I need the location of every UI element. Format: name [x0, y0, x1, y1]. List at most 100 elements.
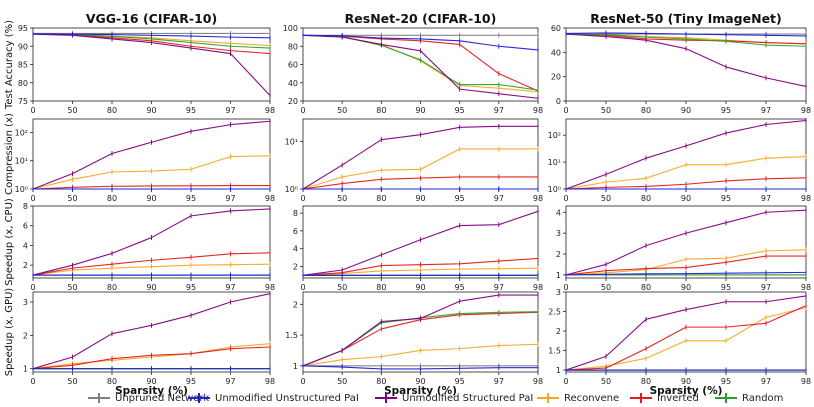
- y-tick-label: 2: [556, 327, 561, 336]
- panel-2-2: 0 50 80 90 95 97 98 1 2 3 4: [556, 205, 811, 292]
- x-tick-label: 50: [337, 283, 347, 292]
- x-tick-label: 95: [455, 377, 465, 386]
- x-tick-label: 80: [107, 377, 117, 386]
- x-tick-label: 90: [681, 194, 691, 203]
- x-tick-label: 0: [563, 194, 568, 203]
- x-tick-label: 50: [337, 194, 347, 203]
- x-tick-label: 0: [300, 283, 305, 292]
- x-tick-label: 50: [67, 106, 77, 115]
- x-tick-label: 80: [107, 283, 117, 292]
- x-tick-label: 80: [641, 106, 651, 115]
- x-tick-label: 97: [761, 377, 771, 386]
- x-tick-label: 50: [337, 106, 347, 115]
- y-tick-label: 2: [23, 261, 28, 270]
- x-tick-label: 0: [30, 106, 35, 115]
- x-tick-label: 80: [376, 283, 386, 292]
- row-ylabel-1: Compression (x): [4, 113, 15, 195]
- x-tick-label: 90: [146, 377, 156, 386]
- legend-swatch: [375, 393, 397, 403]
- y-tick-label: 8: [293, 209, 298, 218]
- y-tick-label: 10²: [548, 131, 561, 140]
- y-tick-label: 3: [556, 229, 561, 238]
- x-tick-label: 97: [225, 377, 235, 386]
- legend-item: Unpruned Network: [88, 389, 209, 407]
- y-tick-label: 10²: [15, 128, 28, 137]
- panel-frame: [32, 291, 271, 373]
- x-tick-label: 90: [146, 106, 156, 115]
- y-tick-label: 1.5: [285, 331, 298, 340]
- x-tick-label: 80: [376, 106, 386, 115]
- x-tick-label: 98: [265, 194, 275, 203]
- y-tick-label: 40: [288, 79, 298, 88]
- panel-frame: [32, 118, 271, 190]
- legend-item: Unmodified Structured PaI: [375, 389, 533, 407]
- x-tick-label: 0: [30, 194, 35, 203]
- panel-0-0: 0 50 80 90 95 97 98 75 80 85 90 95: [18, 24, 275, 115]
- row-ylabel-3: Speedup (x, GPU): [4, 288, 15, 376]
- x-axis-label-2: Sparsity (%): [650, 385, 723, 397]
- y-tick-label: 4: [293, 245, 298, 254]
- legend-swatch: [630, 393, 652, 403]
- row-ylabel-0: Test Accuracy (%): [4, 20, 15, 110]
- x-tick-label: 90: [146, 194, 156, 203]
- panel-frame: [565, 291, 807, 373]
- x-tick-label: 95: [186, 377, 196, 386]
- x-tick-label: 90: [681, 283, 691, 292]
- x-tick-label: 90: [415, 377, 425, 386]
- legend-swatch: [88, 393, 110, 403]
- legend-label: Reconvene: [564, 392, 620, 404]
- x-tick-label: 97: [225, 106, 235, 115]
- y-tick-label: 1: [23, 365, 28, 374]
- y-tick-label: 10⁰: [285, 185, 298, 194]
- x-tick-label: 95: [455, 106, 465, 115]
- x-tick-label: 0: [563, 283, 568, 292]
- column-title-1: ResNet-20 (CIFAR-10): [345, 11, 497, 26]
- column-title-0: VGG-16 (CIFAR-10): [86, 11, 217, 26]
- panel-3-0: 0 50 80 90 95 97 98 1 2 3: [23, 291, 275, 386]
- x-tick-label: 95: [455, 194, 465, 203]
- panel-1-2: 0 50 80 90 95 97 98 10⁰ 10¹ 10²: [548, 118, 811, 203]
- x-tick-label: 0: [300, 194, 305, 203]
- y-tick-label: 20: [288, 97, 298, 106]
- panel-1-1: 0 50 80 90 95 97 98 10⁰ 10¹: [285, 118, 543, 203]
- x-tick-label: 50: [67, 377, 77, 386]
- x-tick-label: 80: [641, 377, 651, 386]
- legend-item: Random: [715, 389, 783, 407]
- panel-0-2: 0 50 80 90 95 97 98 0 20 40 60: [551, 24, 811, 115]
- panel-3-2: 0 50 80 90 95 97 98 1 1.5 2 2.5 3: [548, 288, 811, 386]
- legend-label: Unmodified Structured PaI: [402, 392, 534, 404]
- x-tick-label: 0: [30, 377, 35, 386]
- y-tick-label: 90: [18, 42, 28, 51]
- y-tick-label: 75: [18, 97, 28, 106]
- y-tick-label: 3: [23, 298, 28, 307]
- x-tick-label: 98: [801, 106, 811, 115]
- x-tick-label: 98: [801, 283, 811, 292]
- legend-item: Inverted: [630, 389, 699, 407]
- x-tick-label: 0: [563, 377, 568, 386]
- x-tick-label: 97: [494, 283, 504, 292]
- x-tick-label: 0: [30, 283, 35, 292]
- x-tick-label: 98: [265, 106, 275, 115]
- x-tick-label: 80: [641, 283, 651, 292]
- x-tick-label: 80: [107, 194, 117, 203]
- legend-label: Inverted: [657, 392, 699, 404]
- y-tick-label: 6: [293, 227, 298, 236]
- x-axis-label-0: Sparsity (%): [115, 385, 188, 397]
- x-tick-label: 50: [337, 377, 347, 386]
- y-tick-label: 2: [293, 262, 298, 271]
- row-ylabel-2: Speedup (x, CPU): [4, 198, 15, 286]
- y-tick-label: 100: [283, 24, 298, 33]
- x-tick-label: 98: [533, 106, 543, 115]
- y-tick-label: 40: [551, 48, 561, 57]
- y-tick-label: 1: [293, 362, 298, 371]
- x-tick-label: 0: [300, 106, 305, 115]
- panel-1-0: 0 50 80 90 95 97 98 10⁰ 10¹ 10²: [15, 118, 275, 203]
- y-tick-label: 1: [556, 271, 561, 280]
- x-tick-label: 97: [225, 283, 235, 292]
- y-tick-label: 60: [551, 24, 561, 33]
- x-tick-label: 97: [761, 194, 771, 203]
- x-tick-label: 95: [721, 283, 731, 292]
- y-tick-label: 6: [23, 222, 28, 231]
- x-tick-label: 80: [376, 377, 386, 386]
- y-tick-label: 2: [556, 250, 561, 259]
